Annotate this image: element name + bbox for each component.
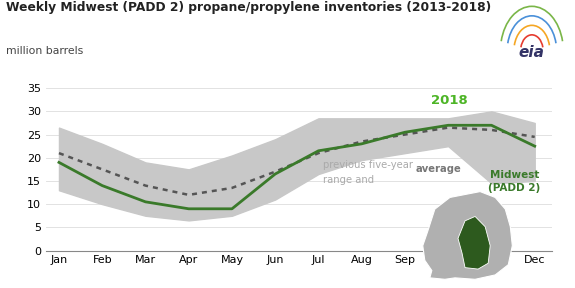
Text: average: average xyxy=(416,164,462,174)
Text: million barrels: million barrels xyxy=(6,46,83,56)
Text: Weekly Midwest (PADD 2) propane/propylene inventories (2013-2018): Weekly Midwest (PADD 2) propane/propylen… xyxy=(6,1,491,14)
Text: eia: eia xyxy=(519,45,545,60)
Polygon shape xyxy=(423,192,512,279)
Text: 2018: 2018 xyxy=(431,94,467,107)
Text: Midwest
(PADD 2): Midwest (PADD 2) xyxy=(489,170,540,193)
Polygon shape xyxy=(458,217,490,269)
Text: previous five-year
range and: previous five-year range and xyxy=(323,160,413,185)
